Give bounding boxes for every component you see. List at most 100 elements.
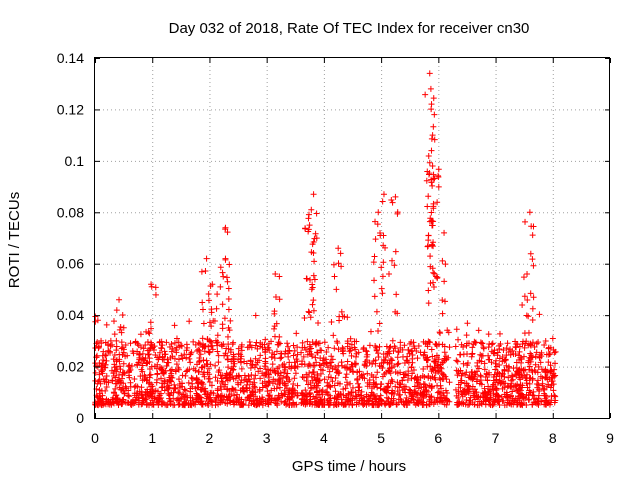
data-point — [229, 367, 236, 374]
data-point — [116, 296, 123, 303]
data-point — [415, 385, 422, 392]
data-point — [457, 351, 464, 358]
data-point — [148, 393, 155, 400]
data-point — [517, 376, 524, 383]
data-point — [388, 364, 395, 371]
data-point — [392, 193, 399, 200]
data-point — [510, 383, 517, 390]
data-point — [427, 215, 434, 222]
data-point — [153, 376, 160, 383]
data-point — [176, 390, 183, 397]
data-point — [525, 313, 532, 320]
data-point — [457, 377, 464, 384]
data-point — [530, 294, 537, 301]
data-point — [396, 384, 403, 391]
data-point — [167, 401, 174, 408]
data-point — [314, 349, 321, 356]
data-point — [521, 330, 528, 337]
data-point — [501, 373, 508, 380]
data-point — [153, 365, 160, 372]
data-point — [325, 399, 332, 406]
data-point — [314, 376, 321, 383]
data-point — [265, 371, 272, 378]
data-point — [516, 348, 523, 355]
data-point — [321, 376, 328, 383]
data-point — [426, 159, 433, 166]
data-point — [178, 380, 185, 387]
data-point — [179, 355, 186, 362]
data-point — [175, 376, 182, 383]
data-point — [142, 388, 149, 395]
data-point — [415, 343, 422, 350]
axis-ticks — [95, 58, 611, 419]
data-point — [212, 337, 219, 344]
data-point — [366, 359, 373, 366]
data-point — [390, 395, 397, 402]
data-point — [251, 401, 258, 408]
data-point — [528, 367, 535, 374]
data-point — [510, 401, 517, 408]
data-point — [215, 369, 222, 376]
data-point — [516, 385, 523, 392]
data-point — [455, 336, 462, 343]
data-point — [118, 339, 125, 346]
data-point — [224, 352, 231, 359]
data-point — [143, 401, 150, 408]
data-point — [437, 330, 444, 337]
data-point — [367, 395, 374, 402]
data-point — [306, 370, 313, 377]
data-point — [551, 366, 558, 373]
data-point — [428, 383, 435, 390]
data-point — [109, 377, 116, 384]
data-point — [503, 389, 510, 396]
data-point — [199, 401, 206, 408]
data-point — [401, 342, 408, 349]
data-point — [271, 355, 278, 362]
data-point — [206, 319, 213, 326]
data-point — [166, 391, 173, 398]
data-point — [417, 391, 424, 398]
data-point — [136, 350, 143, 357]
data-point — [277, 350, 284, 357]
data-point — [380, 351, 387, 358]
data-point — [372, 218, 379, 225]
data-point — [158, 384, 165, 391]
data-point — [252, 312, 259, 319]
data-point — [411, 383, 418, 390]
data-point — [391, 262, 398, 269]
data-point — [503, 362, 510, 369]
data-point — [510, 365, 517, 372]
data-point — [223, 374, 230, 381]
data-point — [196, 347, 203, 354]
data-point — [324, 389, 331, 396]
data-point — [200, 357, 207, 364]
data-point — [520, 274, 527, 281]
data-point — [462, 401, 469, 408]
data-point — [342, 385, 349, 392]
data-point — [430, 95, 437, 102]
data-point — [111, 331, 118, 338]
data-point — [102, 364, 109, 371]
data-point — [427, 363, 434, 370]
data-point — [330, 261, 337, 268]
data-point — [529, 392, 536, 399]
data-point — [226, 327, 233, 334]
data-point — [113, 337, 120, 344]
data-point — [355, 391, 362, 398]
data-point — [393, 401, 400, 408]
data-point — [535, 382, 542, 389]
data-point — [452, 343, 459, 350]
x-tick-label: 1 — [148, 430, 156, 446]
data-point — [126, 362, 133, 369]
data-point — [107, 343, 114, 350]
data-point — [190, 338, 197, 345]
data-point — [92, 318, 99, 325]
data-point — [302, 346, 309, 353]
data-point — [310, 369, 317, 376]
data-point — [519, 302, 526, 309]
data-point — [207, 282, 214, 289]
data-point — [157, 375, 164, 382]
data-point — [115, 378, 122, 385]
data-point — [453, 326, 460, 333]
data-point — [243, 360, 250, 367]
